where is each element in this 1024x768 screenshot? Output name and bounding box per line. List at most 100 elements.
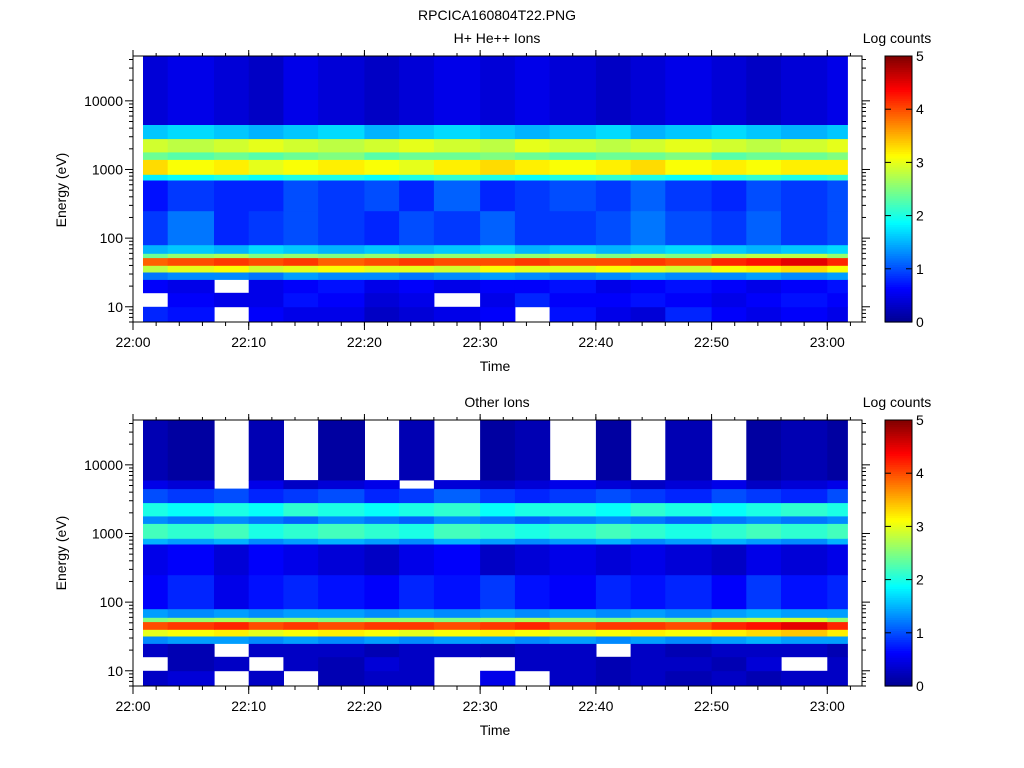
- colorbar-swatch: [885, 248, 912, 252]
- colorbar-swatch: [885, 135, 912, 139]
- colorbar-label: Log counts: [863, 30, 932, 46]
- heatmap-cell: [283, 643, 319, 658]
- colorbar-swatch: [885, 195, 912, 199]
- x-tick-label: 22:10: [231, 698, 266, 714]
- heatmap-cell: [364, 56, 400, 125]
- heatmap-cell: [746, 629, 782, 637]
- heatmap-cell: [318, 574, 365, 610]
- colorbar-swatch: [885, 515, 912, 519]
- colorbar-swatch: [885, 575, 912, 578]
- heatmap-cell: [364, 480, 400, 490]
- heatmap-cell: [167, 516, 215, 524]
- x-tick-label: 22:50: [694, 698, 729, 714]
- heatmap-cell: [364, 516, 400, 524]
- colorbar-swatch: [885, 470, 912, 474]
- heatmap-cell: [630, 488, 666, 504]
- heatmap-cell: [746, 608, 782, 618]
- colorbar-swatch: [885, 299, 912, 303]
- heatmap-cell: [549, 643, 597, 658]
- heatmap-cell: [665, 502, 713, 517]
- colorbar-tick-label: 1: [916, 625, 924, 641]
- heatmap-cell: [318, 56, 365, 125]
- heatmap-cell: [514, 159, 551, 175]
- colorbar-swatch: [885, 160, 912, 163]
- colorbar-swatch: [885, 559, 912, 563]
- heatmap-cell: [514, 544, 551, 576]
- colorbar-swatch: [885, 193, 912, 197]
- heatmap-cell: [549, 636, 597, 644]
- heatmap-cell: [711, 636, 747, 644]
- heatmap-cell: [283, 159, 319, 175]
- heatmap-cell: [711, 538, 747, 545]
- colorbar-swatch: [885, 226, 912, 230]
- heatmap-cell: [711, 124, 747, 140]
- heatmap-cell: [595, 420, 632, 481]
- colorbar-swatch: [885, 102, 912, 106]
- heatmap-cell: [283, 174, 319, 181]
- heatmap-cell: [630, 210, 666, 246]
- heatmap-cell: [514, 656, 551, 672]
- heatmap-cell: [318, 174, 365, 181]
- heatmap-cell: [665, 152, 713, 160]
- y-tick-label: 10: [107, 299, 123, 315]
- heatmap-cell: [248, 420, 284, 481]
- heatmap-cell: [364, 636, 400, 644]
- heatmap-cell: [827, 480, 848, 490]
- colorbar-swatch: [885, 435, 912, 439]
- heatmap-cell: [248, 488, 284, 504]
- heatmap-cell: [630, 279, 666, 294]
- colorbar-swatch: [885, 623, 912, 627]
- colorbar-swatch: [885, 75, 912, 79]
- heatmap-cell: [480, 516, 516, 524]
- colorbar-swatch: [885, 62, 912, 66]
- heatmap-cell: [711, 265, 747, 273]
- heatmap-cell: [827, 152, 848, 160]
- heatmap-cell: [630, 124, 666, 140]
- heatmap-cell: [143, 523, 169, 539]
- heatmap-cell: [480, 292, 516, 308]
- heatmap-cell: [827, 670, 848, 687]
- heatmap-cell: [167, 617, 215, 623]
- heatmap-cell: [630, 253, 666, 259]
- heatmap-cell: [665, 174, 713, 181]
- colorbar-swatch: [885, 133, 912, 137]
- colorbar-swatch: [885, 189, 912, 192]
- heatmap-cell: [746, 420, 782, 481]
- heatmap-cell: [433, 608, 481, 618]
- colorbar-swatch: [885, 654, 912, 658]
- heatmap-cell: [248, 636, 284, 644]
- colorbar-swatch: [885, 424, 912, 428]
- heatmap-cell: [595, 138, 632, 153]
- heatmap-cell: [283, 574, 319, 610]
- heatmap-cell: [364, 152, 400, 160]
- heatmap-cell: [595, 621, 632, 630]
- heatmap-cell: [665, 617, 713, 623]
- heatmap-cell: [399, 670, 435, 687]
- heatmap-cell: [514, 488, 551, 504]
- heatmap-cell: [781, 174, 828, 181]
- colorbar-swatch: [885, 69, 912, 73]
- heatmap-cell: [665, 574, 713, 610]
- heatmap-cell: [665, 292, 713, 308]
- heatmap-cell: [630, 656, 666, 672]
- heatmap-cell: [143, 180, 169, 212]
- heatmap-cell: [399, 502, 435, 517]
- heatmap-cell: [665, 656, 713, 672]
- heatmap-cell: [480, 621, 516, 630]
- colorbar-swatch: [885, 475, 912, 479]
- heatmap-cell: [214, 538, 250, 545]
- colorbar-swatch: [885, 533, 912, 536]
- heatmap-cell: [549, 502, 597, 517]
- heatmap-cell: [318, 253, 365, 259]
- colorbar-swatch: [885, 590, 912, 594]
- heatmap-cell: [480, 306, 516, 323]
- heatmap-cell: [781, 265, 828, 273]
- heatmap-cell: [399, 608, 435, 618]
- heatmap-cell: [514, 621, 551, 630]
- plot-frame: [132, 419, 863, 687]
- heatmap-cell: [214, 174, 250, 181]
- heatmap-cell: [318, 538, 365, 545]
- colorbar-swatch: [885, 169, 912, 172]
- colorbar-swatch: [885, 271, 912, 274]
- heatmap-cell: [480, 272, 516, 280]
